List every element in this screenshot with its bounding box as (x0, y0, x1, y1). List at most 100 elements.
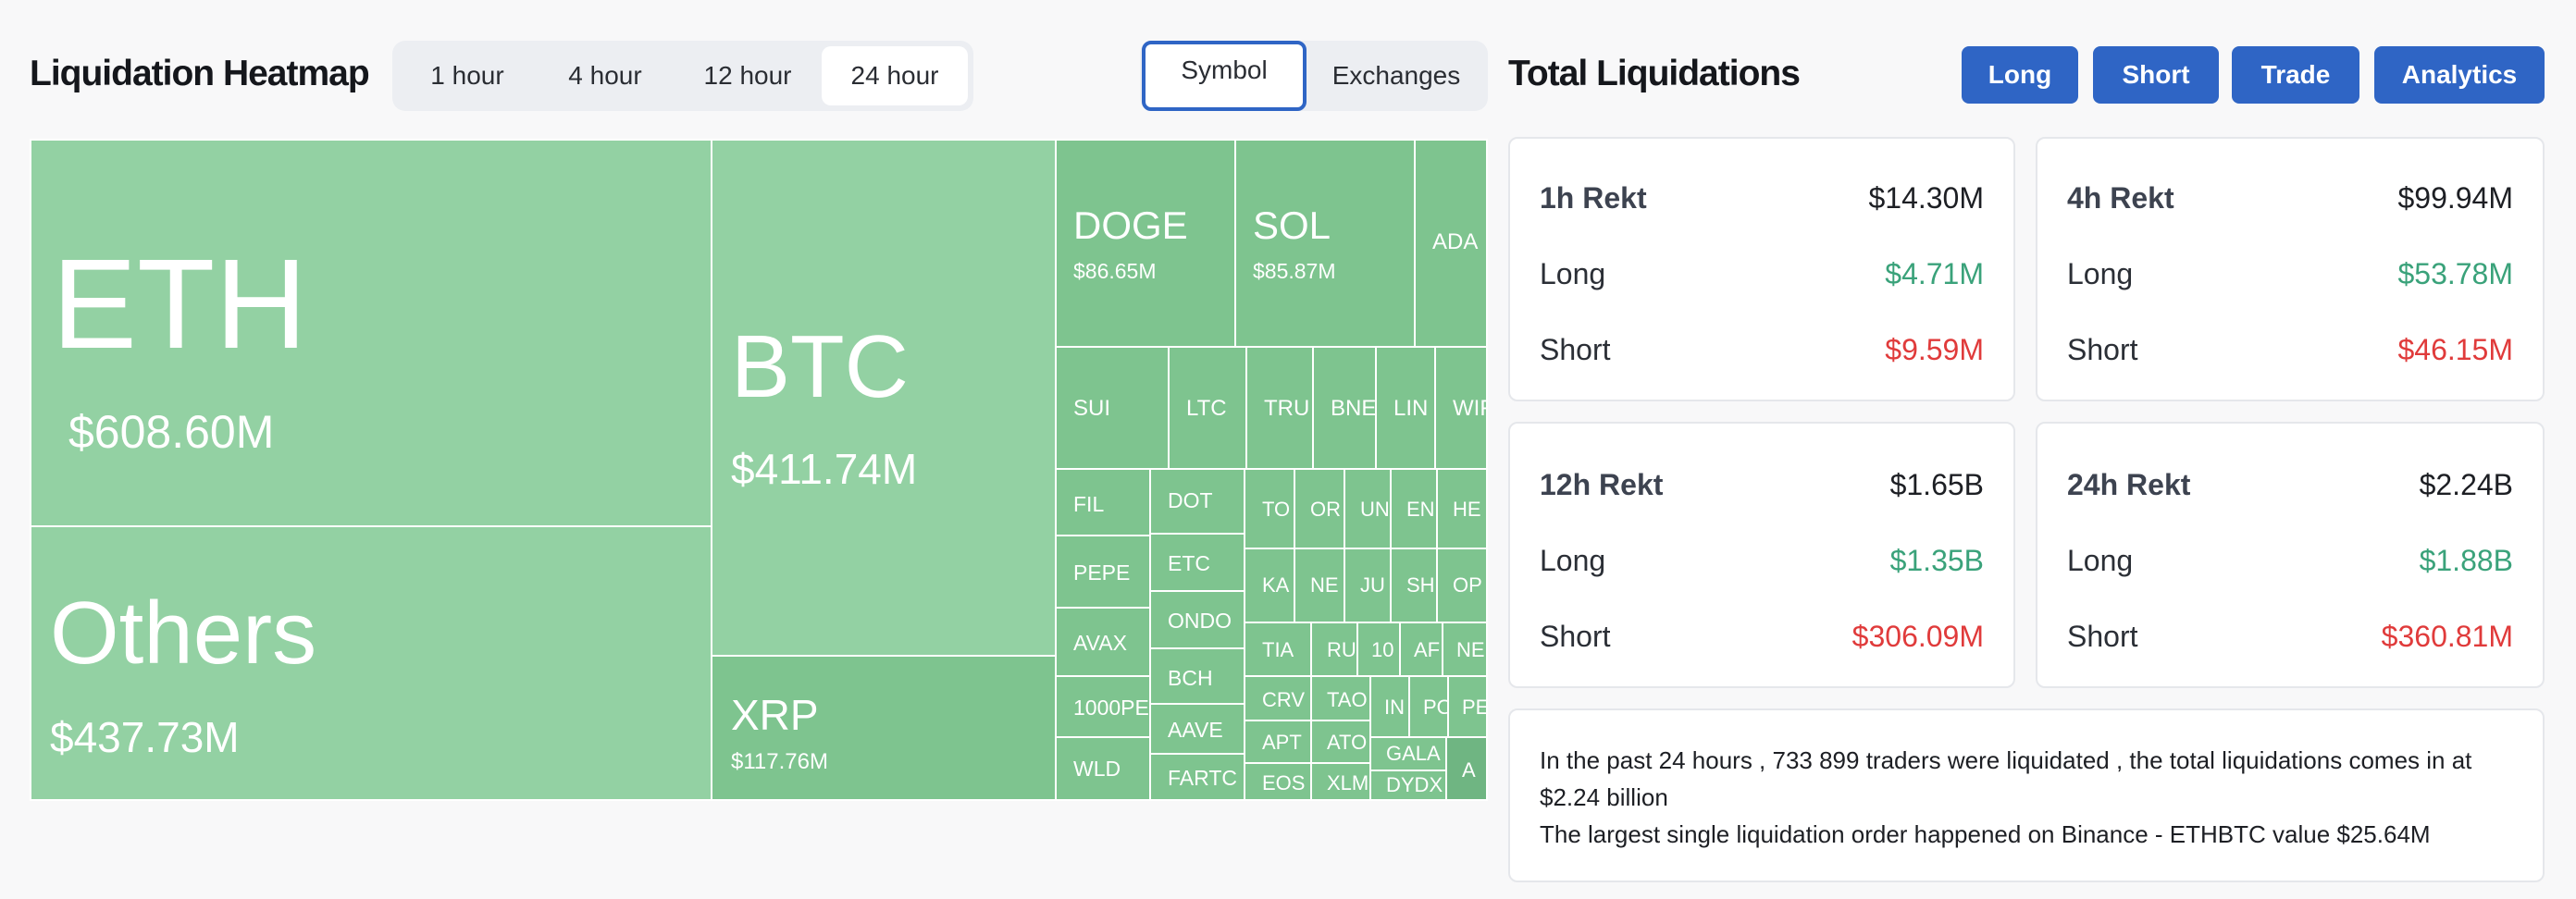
liquidation-summary: In the past 24 hours , 733 899 traders w… (1508, 708, 2545, 882)
tile-ju[interactable]: JU (1344, 548, 1392, 623)
card-4h-rekt: 4h Rekt $99.94M Long $53.78M Short $46.15M (2036, 137, 2545, 401)
tile-bne[interactable]: BNE (1312, 346, 1377, 470)
card-24h-rekt: 24h Rekt $2.24B Long $1.88B Short $360.81M (2036, 422, 2545, 688)
tile-ada[interactable]: ADA (1414, 139, 1488, 348)
total-liquidations-title: Total Liquidations (1508, 54, 1801, 93)
card-12h-rekt: 12h Rekt $1.65B Long $1.35B Short $306.09M (1508, 422, 2015, 688)
tile-op[interactable]: OP (1436, 548, 1488, 623)
tile-symbol: APT (1262, 731, 1302, 754)
tile-ltc[interactable]: LTC (1168, 346, 1247, 470)
tile-crv[interactable]: CRV (1244, 675, 1312, 721)
short-button[interactable]: Short (2093, 46, 2219, 104)
tab-4-hour[interactable]: 4 hour (568, 61, 642, 90)
long-value: $4.71M (1885, 257, 1984, 290)
tile-doge[interactable]: DOGE $86.65M (1055, 139, 1236, 348)
tab-12-hour[interactable]: 12 hour (703, 61, 792, 90)
tile-aave[interactable]: AAVE (1149, 703, 1245, 755)
tab-24-hour[interactable]: 24 hour (822, 46, 968, 105)
tile-symbol: RU (1327, 638, 1356, 661)
tile-ne[interactable]: NE (1294, 548, 1345, 623)
tile-dot[interactable]: DOT (1149, 468, 1245, 535)
tile-symbol: SOL (1253, 203, 1331, 247)
tab-exchanges[interactable]: Exchanges (1331, 61, 1461, 90)
tile-symbol: 1000PE (1073, 696, 1149, 720)
tile-symbol: XLM (1327, 771, 1369, 794)
tile-symbol: ADA (1432, 229, 1479, 254)
tile-symbol: ETC (1168, 551, 1210, 575)
tab-symbol[interactable]: Symbol (1142, 41, 1307, 111)
tile-symbol: OP (1453, 573, 1482, 597)
tab-1-hour[interactable]: 1 hour (430, 61, 504, 90)
tile-gala[interactable]: GALA (1369, 736, 1447, 771)
tile-dydx[interactable]: DYDX (1369, 770, 1447, 801)
tile-eth[interactable]: ETH $608.60M (30, 139, 712, 527)
tile-he[interactable]: HE (1436, 468, 1488, 549)
tile-ton[interactable]: TO (1244, 468, 1295, 549)
tile-others[interactable]: Others $437.73M (30, 525, 712, 801)
tile-apt[interactable]: APT (1244, 720, 1312, 764)
tile-symbol: GALA (1386, 742, 1441, 765)
tile-lin[interactable]: LIN (1375, 346, 1436, 470)
tile-fil[interactable]: FIL (1055, 468, 1151, 536)
tile-symbol: PEPE (1073, 560, 1131, 585)
tile-ne-2[interactable]: NE (1442, 622, 1488, 677)
tile-etc[interactable]: ETC (1149, 533, 1245, 592)
card-total: $99.94M (2397, 181, 2513, 215)
tile-xlm[interactable]: XLM (1310, 762, 1371, 801)
long-value: $53.78M (2397, 257, 2513, 290)
long-value: $1.88B (2419, 544, 2513, 577)
tile-wif[interactable]: WIF (1434, 346, 1488, 470)
short-label: Short (2067, 620, 2138, 653)
tile-kas[interactable]: KA (1244, 548, 1295, 623)
short-value: $46.15M (2397, 333, 2513, 366)
tile-po[interactable]: PO (1408, 675, 1449, 738)
card-1h-rekt: 1h Rekt $14.30M Long $4.71M Short $9.59M (1508, 137, 2015, 401)
tile-ru[interactable]: RU (1310, 622, 1358, 677)
short-label: Short (1540, 333, 1611, 366)
trade-button[interactable]: Trade (2232, 46, 2359, 104)
tile-symbol: ETH (52, 233, 307, 376)
tile-af[interactable]: AF (1399, 622, 1443, 677)
liquidation-heatmap: ETH $608.60M Others $437.73M BTC $411.74… (30, 139, 1488, 801)
card-label: 24h Rekt (2067, 468, 2191, 501)
long-label: Long (1540, 544, 1606, 577)
tile-tao[interactable]: TAO (1310, 675, 1371, 721)
tile-or[interactable]: OR (1294, 468, 1345, 549)
tile-symbol: DOGE (1073, 203, 1188, 247)
tile-sol[interactable]: SOL $85.87M (1234, 139, 1416, 348)
tile-symbol: BNE (1331, 396, 1377, 421)
tile-value: $437.73M (50, 713, 240, 761)
tile-symbol: EOS (1262, 771, 1306, 794)
tile-ondo[interactable]: ONDO (1149, 590, 1245, 649)
tile-btc[interactable]: BTC $411.74M (711, 139, 1057, 657)
tile-symbol: AVAX (1073, 631, 1127, 655)
short-label: Short (2067, 333, 2138, 366)
analytics-button[interactable]: Analytics (2374, 46, 2545, 104)
tile-xrp[interactable]: XRP $117.76M (711, 655, 1057, 801)
tile-wld[interactable]: WLD (1055, 736, 1151, 801)
tile-eos[interactable]: EOS (1244, 762, 1312, 801)
tile-fartcoin[interactable]: FARTC (1149, 753, 1245, 801)
tile-en[interactable]: EN (1390, 468, 1438, 549)
tile-1000pepe[interactable]: 1000PE (1055, 675, 1151, 738)
tile-in[interactable]: IN (1369, 675, 1410, 738)
tile-tru[interactable]: TRU (1245, 346, 1314, 470)
tile-atom[interactable]: ATO (1310, 720, 1371, 764)
tile-symbol: EN (1406, 498, 1435, 521)
tile-pepe[interactable]: PEPE (1055, 535, 1151, 609)
tile-pe[interactable]: PE (1447, 675, 1488, 738)
tile-un[interactable]: UN (1344, 468, 1392, 549)
tile-sui[interactable]: SUI (1055, 346, 1170, 470)
tile-sh[interactable]: SH (1390, 548, 1438, 623)
tile-avax[interactable]: AVAX (1055, 607, 1151, 677)
tile-a[interactable]: A (1445, 736, 1488, 801)
tile-10[interactable]: 10 (1356, 622, 1401, 677)
long-button[interactable]: Long (1962, 46, 2078, 104)
tile-value: $117.76M (731, 749, 828, 774)
tile-symbol: PE (1462, 696, 1488, 719)
short-value: $9.59M (1885, 333, 1984, 366)
tile-bch[interactable]: BCH (1149, 647, 1245, 705)
heatmap-title: Liquidation Heatmap (30, 54, 370, 93)
tile-symbol: DOT (1168, 488, 1213, 512)
tile-tia[interactable]: TIA (1244, 622, 1312, 677)
